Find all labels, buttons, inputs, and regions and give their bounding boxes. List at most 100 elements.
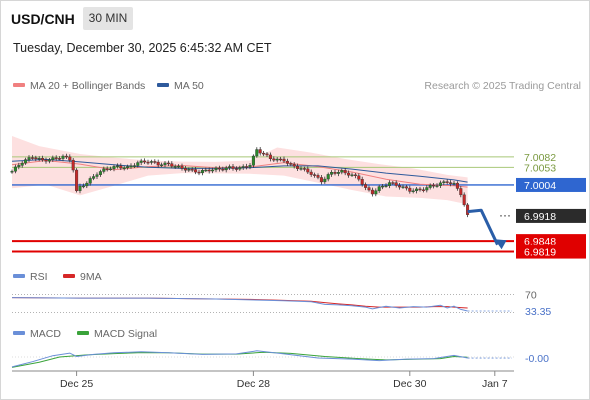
candle-body [248,165,252,168]
candle [204,167,208,172]
candle-body [449,182,453,184]
candle [41,155,45,162]
candle-body [81,185,85,188]
candle-body [170,163,174,167]
candle [340,168,344,175]
candle-body [326,174,330,180]
candle-body [292,164,296,167]
candle [370,187,374,197]
candle [258,147,262,156]
candle-body [88,178,92,184]
candle [20,160,24,168]
candle [415,186,419,194]
candle-body [452,182,456,185]
candle [442,179,446,186]
candle [75,168,79,193]
candle-body [224,167,228,171]
candle-body [245,166,249,168]
candle [68,154,72,163]
candle-body [214,167,218,171]
candle-body [136,162,140,166]
candle-body [462,194,466,206]
candle [279,156,283,162]
candle [302,166,306,172]
candle [336,169,340,177]
candle [394,180,398,188]
candle [357,173,361,182]
candle-body [153,161,157,163]
candle-body [425,187,429,191]
price-badge-current-3 [516,208,586,223]
macd-line [11,350,468,368]
candle [211,167,215,174]
legend-rsi-label: RSI [30,271,48,283]
resistance-label-0: 7.0082 [524,152,556,164]
candle-body [54,157,58,159]
candle-body [415,188,419,192]
candle-body [343,170,347,174]
candle-body [109,168,113,171]
candle-body [285,160,289,164]
candle [139,158,143,166]
candle [180,163,184,171]
candle-body [156,161,160,166]
candle-body [360,179,364,185]
candle-body [194,169,198,173]
candle-body [279,158,283,161]
candle-body [296,165,300,169]
candle [64,153,68,159]
candle-body [421,189,425,191]
candle [275,157,279,163]
candle [248,163,252,170]
candle [224,165,228,173]
candle [214,166,218,173]
candle [105,166,109,172]
legend-ma20-label: MA 20 + Bollinger Bands [30,80,146,92]
candle-body [394,182,398,186]
candle-body [183,168,187,171]
candle-body [146,161,150,164]
candle [51,155,55,162]
candle-body [115,165,119,167]
candle-body [316,175,320,178]
interval-button[interactable]: 30 MIN [83,7,133,30]
candle [129,163,133,169]
candle-body [234,168,238,170]
candle [47,157,51,164]
candle-body [166,162,170,165]
candle [231,164,235,171]
candle-body [211,169,215,172]
candle [146,159,150,165]
candle [384,183,388,188]
candle-body [41,157,45,161]
price-badge-label-2: 7.0004 [524,180,556,192]
candle [81,183,85,189]
candle [10,169,14,174]
candle-body [459,188,463,196]
candle-body [204,169,208,172]
candle [207,167,211,174]
legend-ma50-label: MA 50 [174,80,204,92]
candle-body [357,175,361,180]
candle [319,175,323,185]
candle [58,156,62,161]
candle [306,166,310,175]
candle [289,161,293,167]
candle-body [330,172,334,175]
macd-current-label: -0.00 [525,353,549,365]
candle [408,185,412,194]
candle [197,169,201,176]
candle [177,164,181,169]
candle [132,163,136,169]
candle-body [71,159,75,171]
candle [234,166,238,172]
candle-body [323,178,327,183]
candle-body [306,168,310,173]
candle [44,157,48,164]
candle-body [370,189,374,195]
candle [27,155,31,163]
candle-body [262,152,266,155]
candle-body [391,182,395,184]
candle-body [272,158,276,161]
